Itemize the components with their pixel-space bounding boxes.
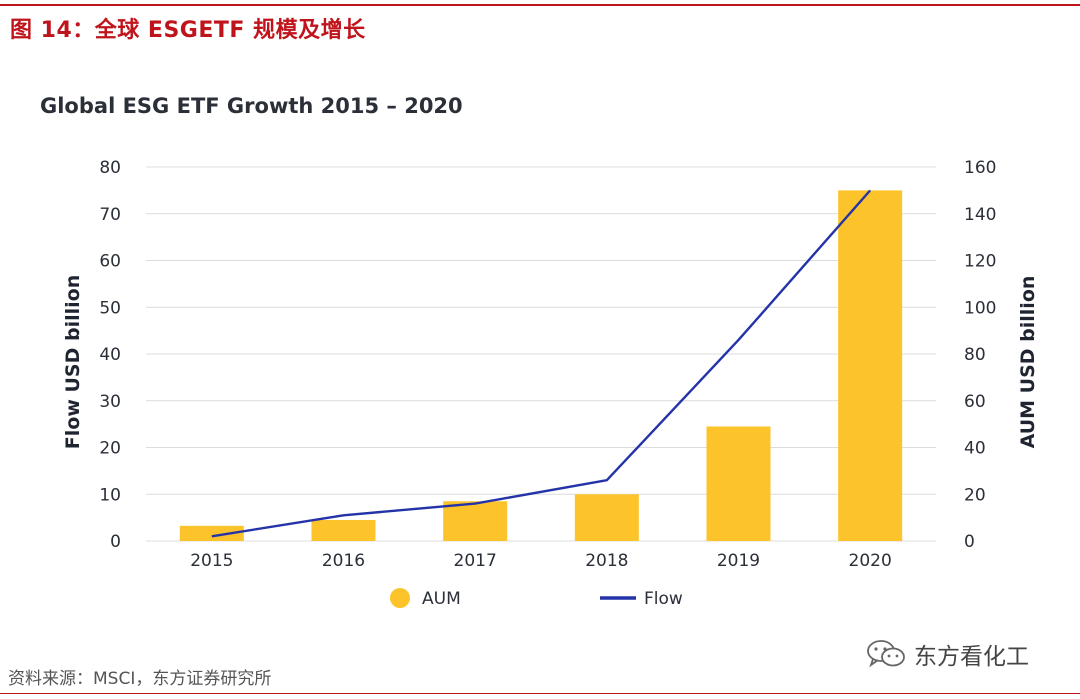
wechat-icon	[867, 640, 905, 668]
left-tick-label: 40	[99, 345, 121, 365]
flow-line-group	[211, 189, 872, 538]
left-tick-label: 20	[99, 439, 121, 459]
right-tick-label: 80	[964, 345, 986, 365]
aum-bars	[179, 190, 903, 541]
bottom-rule	[0, 693, 1080, 694]
left-axis-ticks: 0 10 20 30 40 50 60 70 80	[99, 158, 121, 552]
left-tick-label: 80	[99, 158, 121, 178]
left-tick-label: 70	[99, 205, 121, 225]
flow-line	[211, 189, 872, 538]
top-rule	[0, 4, 1080, 6]
right-tick-label: 20	[964, 485, 986, 505]
right-tick-label: 160	[964, 158, 996, 178]
aum-bar	[838, 190, 903, 541]
legend-flow-label: Flow	[644, 589, 683, 609]
aum-bar	[574, 494, 639, 541]
right-axis-label: AUM USD billion	[1017, 276, 1039, 449]
right-axis-ticks: 0 20 40 60 80 100 120 140 160	[964, 158, 996, 552]
source-note: 资料来源：MSCI，东方证券研究所	[8, 669, 272, 689]
left-tick-label: 50	[99, 298, 121, 318]
left-axis-label: Flow USD billion	[62, 275, 84, 449]
x-tick-label: 2020	[849, 551, 892, 571]
x-tick-label: 2016	[322, 551, 365, 571]
right-tick-label: 60	[964, 392, 986, 412]
left-tick-label: 30	[99, 392, 121, 412]
chart-title: Global ESG ETF Growth 2015 – 2020	[40, 94, 463, 118]
legend: AUM Flow	[390, 588, 683, 609]
right-tick-label: 120	[964, 252, 996, 272]
watermark: 东方看化工	[866, 636, 1029, 672]
right-tick-label: 0	[964, 532, 975, 552]
x-tick-label: 2015	[190, 551, 233, 571]
right-tick-label: 100	[964, 298, 996, 318]
x-tick-label: 2018	[585, 551, 628, 571]
right-tick-label: 140	[964, 205, 996, 225]
x-tick-label: 2019	[717, 551, 760, 571]
left-tick-label: 0	[110, 532, 121, 552]
legend-aum-marker	[390, 588, 410, 608]
left-tick-label: 60	[99, 252, 121, 272]
legend-aum-label: AUM	[422, 589, 461, 609]
aum-bar	[443, 501, 508, 541]
right-tick-label: 40	[964, 439, 986, 459]
x-tick-label: 2017	[454, 551, 497, 571]
aum-bar	[179, 525, 244, 541]
x-axis-ticks: 2015 2016 2017 2018 2019 2020	[190, 551, 892, 571]
left-tick-label: 10	[99, 485, 121, 505]
aum-bar	[311, 519, 376, 541]
figure-caption: 图 14：全球 ESGETF 规模及增长	[10, 18, 366, 43]
grid-lines	[146, 166, 936, 542]
aum-bar	[706, 426, 771, 541]
watermark-text: 东方看化工	[914, 644, 1029, 670]
